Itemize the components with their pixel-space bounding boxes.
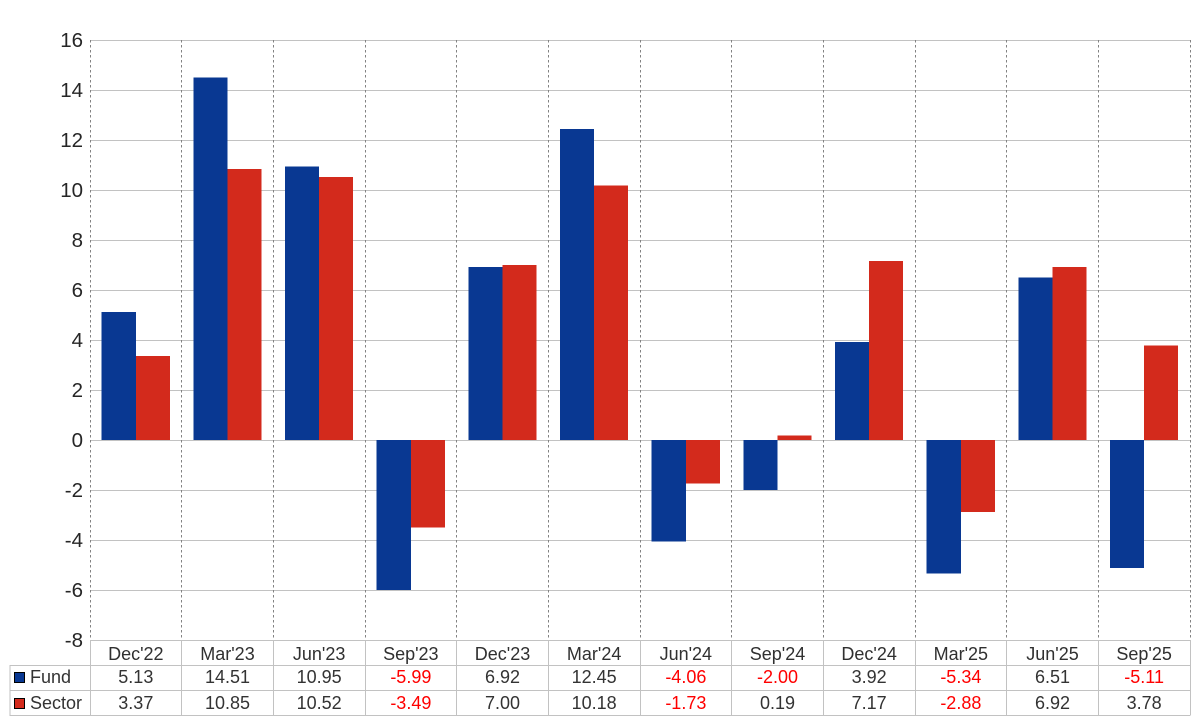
y-tick-label-4: 4 bbox=[71, 329, 83, 352]
table-value-sector-Dec'23: 7.00 bbox=[484, 692, 520, 713]
table-value-fund-Jun'24: -4.06 bbox=[665, 667, 707, 688]
bar-sector-Dec'22[interactable] bbox=[135, 355, 170, 440]
bar-fund-Mar'23[interactable] bbox=[193, 77, 228, 440]
bar-fund-Sep'25[interactable] bbox=[1110, 440, 1145, 568]
y-tick-label-6: 6 bbox=[71, 279, 83, 302]
table-value-fund-Jun'23: 10.95 bbox=[296, 667, 342, 688]
x-category-label-Sep'23: Sep'23 bbox=[383, 643, 439, 664]
table-value-sector-Dec'22: 3.37 bbox=[118, 692, 154, 713]
table-value-fund-Dec'23: 6.92 bbox=[484, 667, 520, 688]
x-category-label-Dec'23: Dec'23 bbox=[474, 643, 531, 664]
x-category-label-Dec'22: Dec'22 bbox=[108, 643, 164, 664]
table-value-sector-Sep'24: 0.19 bbox=[759, 692, 795, 713]
y-tick-label-8: 8 bbox=[71, 229, 83, 252]
bar-fund-Mar'25[interactable] bbox=[926, 440, 961, 574]
table-value-sector-Jun'24: -1.73 bbox=[665, 692, 707, 713]
x-category-label-Dec'24: Dec'24 bbox=[841, 643, 897, 664]
table-value-sector-Dec'24: 7.17 bbox=[851, 692, 887, 713]
x-category-label-Mar'23: Mar'23 bbox=[200, 643, 255, 664]
x-category-label-Jun'24: Jun'24 bbox=[659, 643, 713, 664]
bar-fund-Sep'24[interactable] bbox=[743, 440, 778, 490]
bar-fund-Jun'24[interactable] bbox=[651, 440, 686, 542]
bar-sector-Sep'23[interactable] bbox=[410, 440, 445, 528]
y-tick-label-12: 12 bbox=[60, 129, 83, 152]
bar-fund-Dec'24[interactable] bbox=[835, 342, 870, 440]
table-value-fund-Jun'25: 6.51 bbox=[1034, 667, 1070, 688]
table-value-sector-Mar'25: -2.88 bbox=[940, 692, 982, 713]
legend-swatch-fund bbox=[14, 672, 25, 684]
table-value-sector-Mar'23: 10.85 bbox=[204, 692, 250, 713]
legend-swatch-sector bbox=[14, 697, 25, 709]
table-value-sector-Sep'25: 3.78 bbox=[1126, 692, 1162, 713]
bar-sector-Mar'24[interactable] bbox=[594, 185, 629, 441]
y-tick-label-10: 10 bbox=[60, 179, 83, 202]
bar-sector-Mar'25[interactable] bbox=[960, 440, 995, 512]
bar-sector-Jun'25[interactable] bbox=[1052, 267, 1087, 440]
y-tick-label--8: -8 bbox=[64, 629, 83, 652]
bar-fund-Jun'25[interactable] bbox=[1018, 277, 1053, 440]
table-value-fund-Sep'23: -5.99 bbox=[390, 667, 432, 688]
table-value-fund-Dec'24: 3.92 bbox=[851, 667, 887, 688]
x-category-label-Sep'25: Sep'25 bbox=[1116, 643, 1172, 664]
bar-sector-Sep'24[interactable] bbox=[777, 435, 812, 440]
legend-label-fund[interactable]: Fund bbox=[30, 667, 72, 688]
table-value-sector-Sep'23: -3.49 bbox=[390, 692, 432, 713]
table-value-fund-Mar'23: 14.51 bbox=[204, 667, 250, 688]
bar-sector-Jun'24[interactable] bbox=[685, 440, 720, 484]
y-tick-label--4: -4 bbox=[64, 529, 83, 552]
x-category-label-Jun'23: Jun'23 bbox=[292, 643, 346, 664]
y-tick-label-14: 14 bbox=[60, 79, 83, 102]
x-category-label-Mar'24: Mar'24 bbox=[566, 643, 622, 664]
bar-sector-Mar'23[interactable] bbox=[227, 168, 262, 440]
y-tick-label--6: -6 bbox=[64, 579, 83, 602]
y-tick-label-16: 16 bbox=[60, 29, 83, 52]
bar-fund-Dec'22[interactable] bbox=[101, 311, 136, 440]
table-value-fund-Sep'24: -2.00 bbox=[756, 667, 798, 688]
bar-sector-Dec'24[interactable] bbox=[869, 260, 904, 440]
table-value-sector-Jun'25: 6.92 bbox=[1034, 692, 1070, 713]
x-category-label-Jun'25: Jun'25 bbox=[1026, 643, 1079, 664]
y-tick-label-0: 0 bbox=[71, 429, 83, 452]
bar-fund-Jun'23[interactable] bbox=[285, 166, 320, 440]
legend-label-sector[interactable]: Sector bbox=[30, 692, 83, 713]
bar-sector-Sep'25[interactable] bbox=[1144, 345, 1179, 441]
bar-fund-Sep'23[interactable] bbox=[376, 440, 411, 590]
x-category-label-Sep'24: Sep'24 bbox=[749, 643, 806, 664]
bar-fund-Mar'24[interactable] bbox=[560, 128, 595, 440]
table-value-sector-Mar'24: 10.18 bbox=[571, 692, 617, 713]
table-value-fund-Dec'22: 5.13 bbox=[118, 667, 154, 688]
table-value-sector-Jun'23: 10.52 bbox=[296, 692, 342, 713]
table-value-fund-Mar'24: 12.45 bbox=[571, 667, 617, 688]
bar-fund-Dec'23[interactable] bbox=[468, 267, 503, 440]
y-tick-label-2: 2 bbox=[71, 379, 83, 402]
y-tick-label--2: -2 bbox=[64, 479, 83, 502]
table-value-fund-Sep'25: -5.11 bbox=[1124, 667, 1164, 688]
x-category-label-Mar'25: Mar'25 bbox=[933, 643, 989, 664]
table-value-fund-Mar'25: -5.34 bbox=[940, 667, 982, 688]
bar-sector-Dec'23[interactable] bbox=[502, 265, 537, 440]
bar-sector-Jun'23[interactable] bbox=[319, 177, 354, 440]
